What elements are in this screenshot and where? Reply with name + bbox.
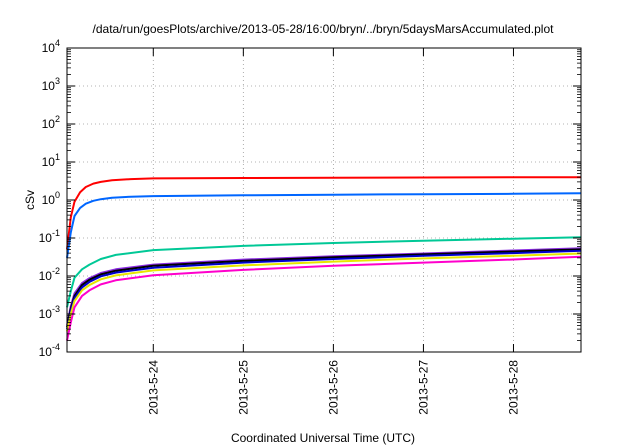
x-axis-label: Coordinated Universal Time (UTC) (231, 431, 415, 445)
series-line-2 (66, 192, 582, 259)
y-tick-base: 10 (39, 307, 53, 321)
series-line-6 (66, 249, 582, 330)
y-tick-base: 10 (42, 79, 56, 93)
y-tick-label: 102 (42, 114, 60, 131)
y-tick-base: 10 (39, 231, 53, 245)
y-tick-base: 10 (42, 117, 56, 131)
y-tick-exponent: -4 (52, 342, 60, 352)
y-tick-exponent: 1 (55, 152, 60, 162)
x-tick-label: 2013-5-26 (326, 360, 340, 415)
x-tick-label: 2013-5-28 (506, 360, 520, 415)
y-tick-base: 10 (42, 193, 56, 207)
y-tick-base: 10 (42, 41, 56, 55)
series-line-7 (66, 252, 582, 332)
series-line-8 (66, 255, 582, 341)
y-tick-label: 101 (42, 152, 60, 169)
series-line-5 (66, 248, 582, 328)
y-tick-label: 104 (42, 38, 60, 55)
y-tick-exponent: 0 (55, 190, 60, 200)
series-line-1 (66, 176, 582, 250)
y-tick-exponent: 3 (55, 76, 60, 86)
y-tick-exponent: 2 (55, 114, 60, 124)
y-axis-label: cSv (23, 190, 37, 210)
y-tick-label: 100 (42, 190, 60, 207)
series-line-3 (66, 236, 582, 308)
y-tick-label: 10-4 (39, 342, 60, 359)
x-tick-label: 2013-5-27 (416, 360, 430, 415)
y-tick-label: 10-1 (39, 228, 60, 245)
y-tick-exponent: -2 (52, 266, 60, 276)
y-tick-label: 10-2 (39, 266, 60, 283)
y-tick-base: 10 (39, 345, 53, 359)
y-tick-exponent: 4 (55, 38, 60, 48)
x-tick-label: 2013-5-24 (146, 360, 160, 415)
x-tick-label: 2013-5-25 (236, 360, 250, 415)
y-tick-base: 10 (42, 155, 56, 169)
y-tick-base: 10 (39, 269, 53, 283)
data-series (66, 176, 582, 341)
y-tick-label: 10-3 (39, 304, 60, 321)
y-tick-label: 103 (42, 76, 60, 93)
grid-lines (67, 48, 581, 352)
y-tick-exponent: -1 (52, 228, 60, 238)
chart-title: /data/run/goesPlots/archive/2013-05-28/1… (93, 22, 555, 36)
y-tick-exponent: -3 (52, 304, 60, 314)
x-axis-ticks: 2013-5-24 2013-5-25 2013-5-26 2013-5-27 2013… (146, 48, 520, 415)
